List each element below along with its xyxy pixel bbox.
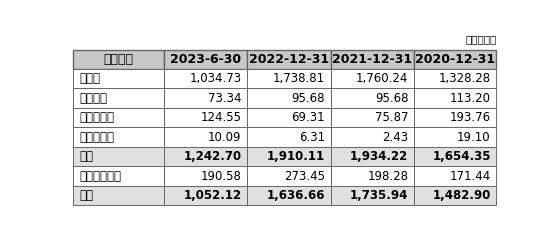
- Bar: [73, 69, 164, 88]
- Bar: [164, 69, 247, 88]
- Bar: [247, 147, 331, 166]
- Text: 95.68: 95.68: [375, 92, 408, 105]
- Bar: [414, 128, 496, 147]
- Text: 75.87: 75.87: [375, 111, 408, 124]
- Text: 198.28: 198.28: [367, 170, 408, 183]
- Text: 6.31: 6.31: [299, 131, 325, 144]
- Text: 1,482.90: 1,482.90: [432, 189, 491, 202]
- Text: 273.45: 273.45: [284, 170, 325, 183]
- Bar: [414, 186, 496, 205]
- Text: 其他往来款: 其他往来款: [79, 131, 114, 144]
- Bar: [247, 88, 331, 108]
- Bar: [164, 186, 247, 205]
- Text: 1,052.12: 1,052.12: [183, 189, 242, 202]
- Bar: [331, 88, 414, 108]
- Text: 2022-12-31: 2022-12-31: [249, 53, 329, 66]
- Bar: [73, 186, 164, 205]
- Bar: [247, 128, 331, 147]
- Bar: [414, 69, 496, 88]
- Bar: [164, 128, 247, 147]
- Bar: [331, 69, 414, 88]
- Bar: [247, 186, 331, 205]
- Bar: [164, 166, 247, 186]
- Text: 员工备用金: 员工备用金: [79, 111, 114, 124]
- Text: 19.10: 19.10: [457, 131, 491, 144]
- Bar: [73, 108, 164, 128]
- Bar: [164, 147, 247, 166]
- Text: 2021-12-31: 2021-12-31: [332, 53, 413, 66]
- Text: 单位借款: 单位借款: [79, 92, 107, 105]
- Text: 单位：万元: 单位：万元: [465, 34, 496, 44]
- Text: 193.76: 193.76: [450, 111, 491, 124]
- Bar: [164, 88, 247, 108]
- Text: 保证金: 保证金: [79, 72, 100, 85]
- Text: 小计: 小计: [79, 150, 93, 163]
- Bar: [331, 186, 414, 205]
- Bar: [73, 166, 164, 186]
- Bar: [414, 108, 496, 128]
- Bar: [331, 128, 414, 147]
- Text: 171.44: 171.44: [449, 170, 491, 183]
- Bar: [73, 50, 164, 69]
- Text: 1,738.81: 1,738.81: [273, 72, 325, 85]
- Text: 113.20: 113.20: [450, 92, 491, 105]
- Bar: [247, 69, 331, 88]
- Bar: [164, 50, 247, 69]
- Bar: [73, 88, 164, 108]
- Bar: [247, 166, 331, 186]
- Text: 1,910.11: 1,910.11: [267, 150, 325, 163]
- Text: 10.09: 10.09: [208, 131, 242, 144]
- Bar: [247, 108, 331, 128]
- Bar: [414, 50, 496, 69]
- Text: 1,760.24: 1,760.24: [356, 72, 408, 85]
- Text: 1,934.22: 1,934.22: [350, 150, 408, 163]
- Text: 2023-6-30: 2023-6-30: [170, 53, 241, 66]
- Text: 1,242.70: 1,242.70: [183, 150, 242, 163]
- Text: 2.43: 2.43: [382, 131, 408, 144]
- Bar: [73, 128, 164, 147]
- Text: 1,735.94: 1,735.94: [350, 189, 408, 202]
- Text: 1,636.66: 1,636.66: [266, 189, 325, 202]
- Bar: [331, 108, 414, 128]
- Text: 69.31: 69.31: [291, 111, 325, 124]
- Text: 款项性质: 款项性质: [103, 53, 134, 66]
- Bar: [164, 108, 247, 128]
- Text: 1,328.28: 1,328.28: [439, 72, 491, 85]
- Text: 1,034.73: 1,034.73: [189, 72, 242, 85]
- Bar: [414, 88, 496, 108]
- Text: 73.34: 73.34: [208, 92, 242, 105]
- Bar: [331, 147, 414, 166]
- Text: 95.68: 95.68: [291, 92, 325, 105]
- Bar: [247, 50, 331, 69]
- Bar: [331, 50, 414, 69]
- Text: 124.55: 124.55: [201, 111, 242, 124]
- Bar: [331, 166, 414, 186]
- Text: 减：坏账准备: 减：坏账准备: [79, 170, 121, 183]
- Bar: [414, 147, 496, 166]
- Text: 190.58: 190.58: [201, 170, 242, 183]
- Text: 1,654.35: 1,654.35: [432, 150, 491, 163]
- Text: 2020-12-31: 2020-12-31: [416, 53, 495, 66]
- Text: 合计: 合计: [79, 189, 93, 202]
- Bar: [73, 147, 164, 166]
- Bar: [414, 166, 496, 186]
